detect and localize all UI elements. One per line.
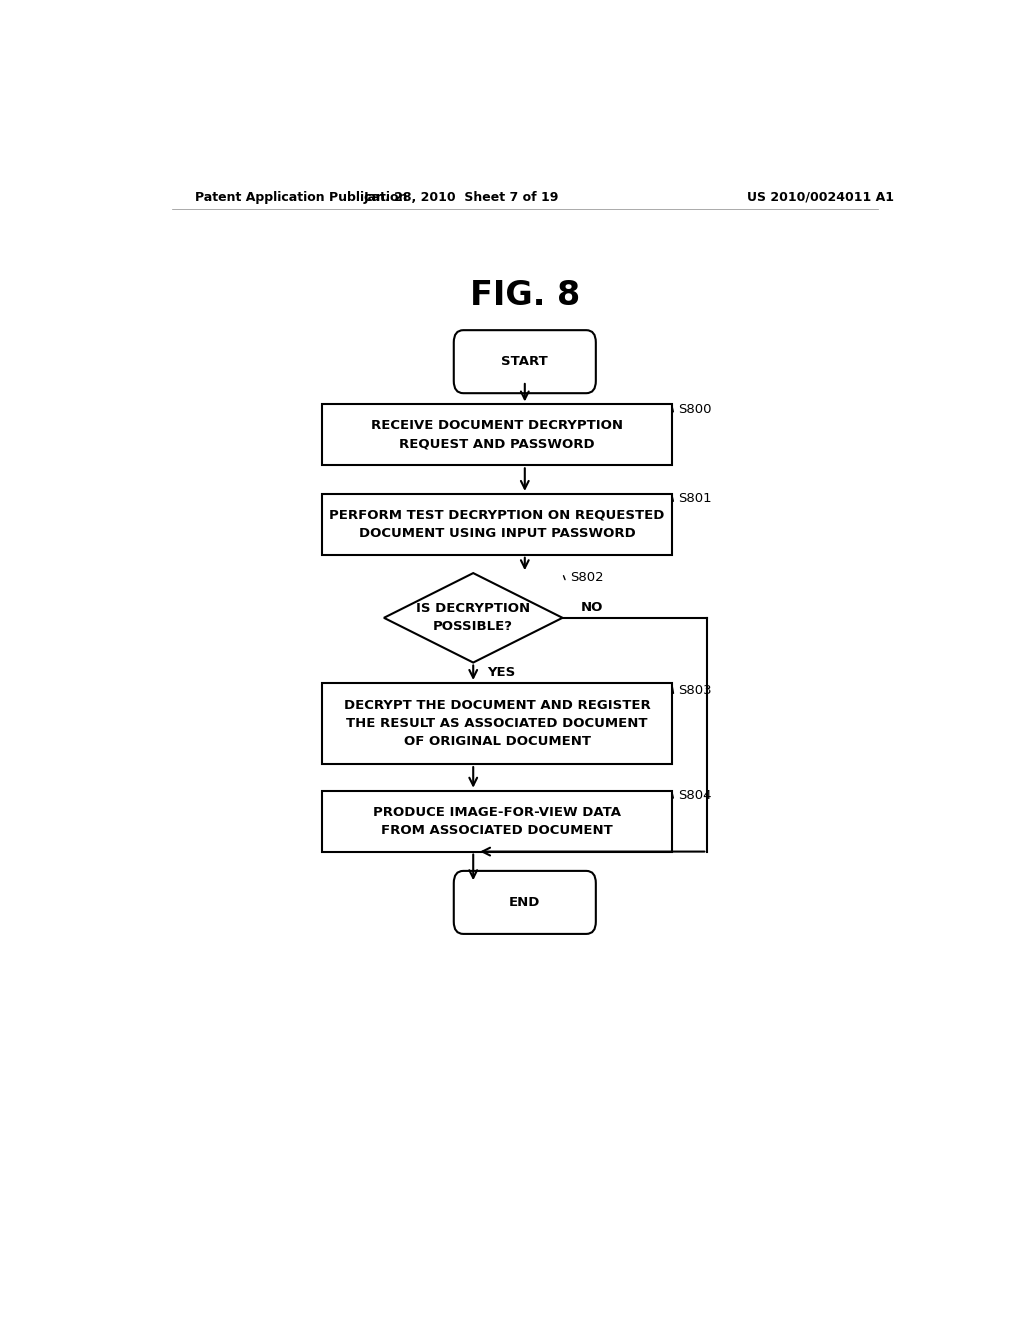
Text: PRODUCE IMAGE-FOR-VIEW DATA
FROM ASSOCIATED DOCUMENT: PRODUCE IMAGE-FOR-VIEW DATA FROM ASSOCIA…	[373, 805, 621, 837]
Text: FIG. 8: FIG. 8	[470, 279, 580, 312]
Text: S802: S802	[570, 570, 604, 583]
Text: IS DECRYPTION
POSSIBLE?: IS DECRYPTION POSSIBLE?	[416, 602, 530, 634]
Text: YES: YES	[486, 667, 515, 680]
Text: US 2010/0024011 A1: US 2010/0024011 A1	[748, 190, 894, 203]
Bar	[323, 404, 672, 466]
Text: PERFORM TEST DECRYPTION ON REQUESTED
DOCUMENT USING INPUT PASSWORD: PERFORM TEST DECRYPTION ON REQUESTED DOC…	[330, 508, 665, 540]
Text: NO: NO	[581, 601, 603, 614]
Text: START: START	[502, 355, 548, 368]
FancyBboxPatch shape	[454, 871, 596, 935]
Polygon shape	[384, 573, 562, 663]
Text: Jan. 28, 2010  Sheet 7 of 19: Jan. 28, 2010 Sheet 7 of 19	[364, 190, 559, 203]
Text: END: END	[509, 896, 541, 909]
Text: S801: S801	[678, 492, 712, 506]
Text: S803: S803	[678, 685, 712, 697]
Text: DECRYPT THE DOCUMENT AND REGISTER
THE RESULT AS ASSOCIATED DOCUMENT
OF ORIGINAL : DECRYPT THE DOCUMENT AND REGISTER THE RE…	[344, 700, 650, 748]
Text: Patent Application Publication: Patent Application Publication	[196, 190, 408, 203]
Bar	[323, 494, 672, 554]
Text: RECEIVE DOCUMENT DECRYPTION
REQUEST AND PASSWORD: RECEIVE DOCUMENT DECRYPTION REQUEST AND …	[371, 420, 623, 450]
Text: S804: S804	[678, 789, 712, 803]
Bar	[323, 682, 672, 764]
Bar	[323, 791, 672, 851]
FancyBboxPatch shape	[454, 330, 596, 393]
Text: S800: S800	[678, 403, 712, 416]
